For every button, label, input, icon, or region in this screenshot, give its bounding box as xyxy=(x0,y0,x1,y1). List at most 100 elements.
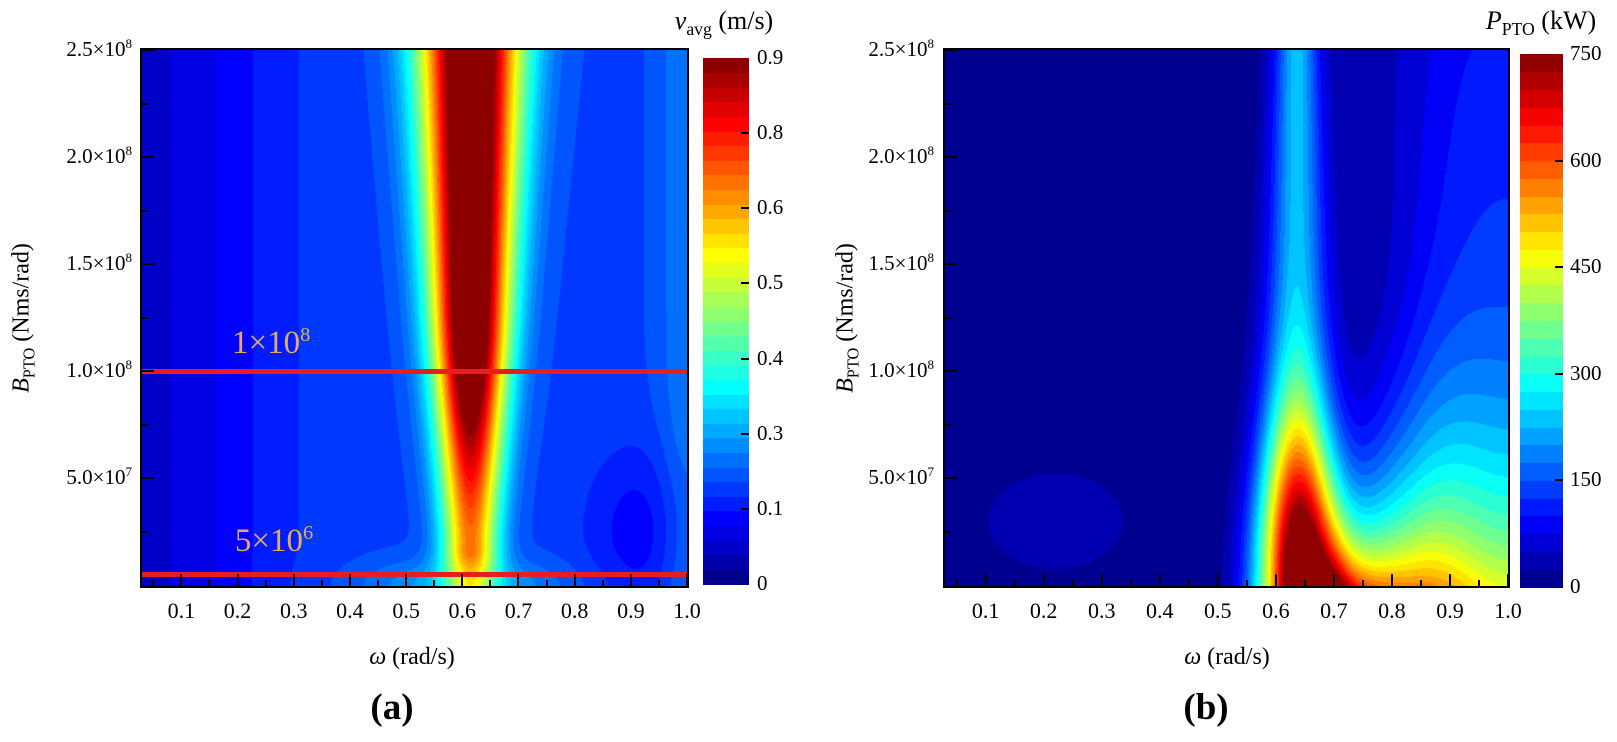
y-tick-label: 1.0×108 xyxy=(66,357,132,382)
x-major-tick xyxy=(180,574,183,586)
y-minor-tick xyxy=(142,530,148,533)
heatmap-canvas xyxy=(142,50,687,586)
x-minor-tick xyxy=(601,580,604,586)
y-tick-label: 2.5×108 xyxy=(868,36,934,61)
colorbar-title: vavg (m/s) xyxy=(674,6,774,40)
x-tick-label: 0.8 xyxy=(560,598,589,623)
colorbar-tick xyxy=(1555,479,1563,482)
y-major-tick xyxy=(142,49,154,51)
heatmap-plot xyxy=(943,48,1510,588)
x-major-tick xyxy=(1274,574,1277,586)
x-minor-tick xyxy=(489,580,492,586)
x-minor-tick xyxy=(208,580,211,586)
x-minor-tick xyxy=(320,580,323,586)
y-major-tick xyxy=(142,156,154,158)
colorbar-tick-label: 0 xyxy=(757,571,768,595)
y-minor-tick xyxy=(945,423,951,426)
x-major-tick xyxy=(1042,574,1045,586)
x-tick-label: 0.5 xyxy=(1204,598,1232,623)
y-tick-label: 5.0×107 xyxy=(868,464,934,489)
colorbar-title: PPTO (kW) xyxy=(1485,6,1597,40)
x-tick-label: 0.2 xyxy=(1029,598,1058,623)
x-major-tick xyxy=(461,574,464,586)
y-minor-tick xyxy=(142,423,148,426)
colorbar-tick-label: 750 xyxy=(1570,41,1602,65)
colorbar-tick-label: 0.9 xyxy=(757,45,784,69)
colorbar-tick-label: 0.6 xyxy=(757,195,784,220)
colorbar-tick xyxy=(741,207,749,210)
y-tick-label: 1.0×108 xyxy=(868,357,934,382)
colorbar-tick xyxy=(741,507,749,510)
y-major-tick xyxy=(945,370,957,372)
x-tick-label: 0.5 xyxy=(392,598,420,623)
colorbar-tick xyxy=(1555,372,1563,375)
x-minor-tick xyxy=(1477,580,1480,586)
x-major-tick xyxy=(1100,574,1103,586)
y-tick-label: 2.0×108 xyxy=(66,143,132,168)
colorbar-tick-label: 0.1 xyxy=(757,495,784,520)
colorbar-tick xyxy=(741,432,749,435)
x-minor-tick xyxy=(1013,580,1016,586)
y-tick-label: 1.5×108 xyxy=(66,250,132,275)
x-tick-label: 0.9 xyxy=(1436,598,1464,623)
heatmap-canvas xyxy=(945,50,1508,586)
colorbar-tick xyxy=(741,282,749,285)
y-major-tick xyxy=(945,263,957,265)
x-minor-tick xyxy=(376,580,379,586)
x-major-tick xyxy=(1448,574,1451,586)
x-tick-label: 0.4 xyxy=(1146,598,1174,623)
x-major-tick xyxy=(629,574,632,586)
x-major-tick xyxy=(292,574,295,586)
x-tick-label: 0.7 xyxy=(504,598,533,623)
y-minor-tick xyxy=(142,102,148,105)
colorbar-canvas xyxy=(703,58,749,585)
x-tick-label: 0.2 xyxy=(223,598,252,623)
x-minor-tick xyxy=(545,580,548,586)
x-minor-tick xyxy=(955,580,958,586)
x-tick-label: 1.0 xyxy=(673,598,701,623)
x-minor-tick xyxy=(1303,580,1306,586)
colorbar-tick xyxy=(741,357,749,360)
x-major-tick xyxy=(1158,574,1161,586)
colorbar-tick xyxy=(1555,159,1563,162)
y-major-tick xyxy=(945,156,957,158)
x-minor-tick xyxy=(433,580,436,586)
y-minor-tick xyxy=(945,316,951,319)
colorbar-tick-label: 150 xyxy=(1570,467,1602,492)
x-major-tick xyxy=(1332,574,1335,586)
x-tick-label: 0.6 xyxy=(448,598,477,623)
y-major-tick xyxy=(142,370,154,372)
colorbar-tick-label: 300 xyxy=(1570,360,1602,385)
y-minor-tick xyxy=(142,209,148,212)
x-minor-tick xyxy=(1245,580,1248,586)
x-axis-label: ω (rad/s) xyxy=(369,644,455,670)
x-tick-label: 0.1 xyxy=(167,598,196,623)
x-minor-tick xyxy=(1071,580,1074,586)
y-major-tick xyxy=(945,49,957,51)
y-tick-label: 2.0×108 xyxy=(868,143,934,168)
x-minor-tick xyxy=(1129,580,1132,586)
x-minor-tick xyxy=(657,580,660,586)
x-tick-label: 0.3 xyxy=(1087,598,1116,623)
x-tick-label: 0.9 xyxy=(617,598,645,623)
x-tick-label: 1.0 xyxy=(1494,598,1522,623)
x-major-tick xyxy=(1390,574,1393,586)
x-major-tick xyxy=(517,574,520,586)
x-minor-tick xyxy=(264,580,267,586)
x-major-tick xyxy=(348,574,351,586)
x-major-tick xyxy=(984,574,987,586)
colorbar-tick xyxy=(1555,266,1563,269)
y-minor-tick xyxy=(945,209,951,212)
heatmap-plot: 1×108 5×106 xyxy=(140,48,689,588)
y-tick-label: 2.5×108 xyxy=(66,36,132,61)
colorbar-tick-label: 0.8 xyxy=(757,120,784,145)
x-major-tick xyxy=(686,574,688,586)
overlay-line-label: 5×106 xyxy=(234,522,314,560)
overlay-line xyxy=(142,368,687,374)
x-major-tick xyxy=(405,574,408,586)
x-tick-label: 0.8 xyxy=(1378,598,1406,623)
colorbar-tick xyxy=(741,132,749,135)
y-tick-label: 1.5×108 xyxy=(868,250,934,275)
colorbar-tick-label: 0.5 xyxy=(757,270,784,295)
